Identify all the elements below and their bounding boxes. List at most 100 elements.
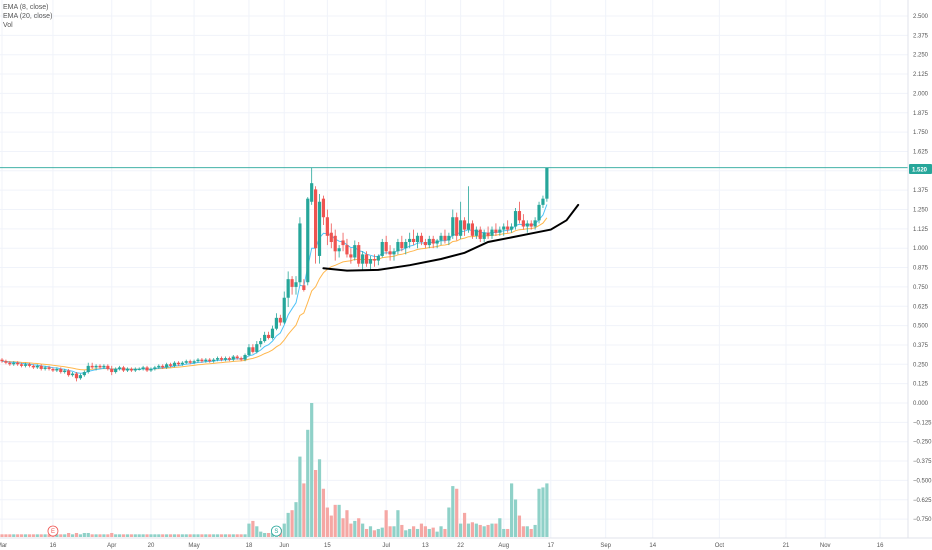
legend-vol[interactable]: Vol xyxy=(3,22,13,29)
candle-body xyxy=(455,217,459,236)
candle-body xyxy=(106,365,110,369)
volume-bar xyxy=(298,456,302,537)
legend-ema8[interactable]: EMA (8, close) xyxy=(3,4,49,11)
volume-bar xyxy=(266,532,271,537)
price-tick-label: 1.125 xyxy=(913,227,929,233)
price-tick-label: 0.500 xyxy=(913,324,929,330)
volume-bar xyxy=(27,534,32,537)
volume-bar xyxy=(427,528,431,537)
candle-body xyxy=(219,358,224,360)
candle-body xyxy=(435,240,439,244)
volume-bar xyxy=(223,534,228,537)
candle-body xyxy=(102,365,106,368)
volume-bar xyxy=(368,526,373,537)
volume-bar xyxy=(506,528,510,537)
candle-body xyxy=(266,334,271,338)
candle-body xyxy=(486,232,490,236)
volume-bar xyxy=(302,483,306,537)
volume-bar xyxy=(63,534,67,537)
candle-body xyxy=(20,364,24,366)
candle-body xyxy=(408,238,412,243)
candle-body xyxy=(137,368,141,370)
volume-bar xyxy=(439,526,443,537)
price-tick-label: 2.500 xyxy=(913,14,929,20)
volume-bar xyxy=(423,526,427,537)
time-axis[interactable]: Mar 16 Apr 20 May 18 Jun 15 Jul 13 22 Aug 17 Sep 14 Oct… xyxy=(0,543,884,549)
volume-bar xyxy=(168,534,173,537)
volume-bar xyxy=(20,534,24,537)
last-price-badge: 1.520 xyxy=(909,164,932,174)
volume-bar xyxy=(200,534,204,537)
legend-ema20[interactable]: EMA (20, close) xyxy=(3,13,53,20)
candle-body xyxy=(400,242,404,249)
time-tick-label: 20 xyxy=(148,543,155,549)
candle-body xyxy=(51,368,55,371)
candle-body xyxy=(506,226,510,230)
volume-bar xyxy=(192,534,196,537)
candle-body xyxy=(208,359,212,362)
volume-bar xyxy=(188,534,192,537)
volume-bar xyxy=(78,534,82,537)
price-tick-label: −0.375 xyxy=(913,459,932,465)
volume-bar xyxy=(12,534,16,537)
time-tick-label: Jun xyxy=(279,543,289,549)
price-tick-label: 2.250 xyxy=(913,53,929,59)
candle-body xyxy=(35,365,39,368)
time-tick-label: Apr xyxy=(107,543,116,549)
volume-bar xyxy=(404,530,408,537)
candle-body xyxy=(384,242,388,252)
volume-bar xyxy=(286,512,290,537)
volume-bar xyxy=(259,531,263,537)
price-axis[interactable]: 2.500 2.375 2.250 2.125 2.000 1.875 1.750 1.625… xyxy=(913,14,932,523)
volume-bar xyxy=(396,510,400,537)
candle-body xyxy=(533,220,537,227)
volume-bar xyxy=(263,532,267,537)
candle-body xyxy=(82,372,86,376)
candle-body xyxy=(251,347,255,352)
time-tick-label: 21 xyxy=(783,543,790,549)
volume-bar xyxy=(23,534,28,537)
candle-body xyxy=(161,365,165,368)
price-tick-label: 0.750 xyxy=(913,285,929,291)
price-tick-label: 0.875 xyxy=(913,266,929,272)
price-tick-label: −0.750 xyxy=(913,517,932,523)
volume-bar xyxy=(455,488,459,537)
volume-bar xyxy=(541,487,545,537)
candle-body xyxy=(200,359,204,362)
volume-bar xyxy=(466,523,471,537)
volume-bar xyxy=(310,403,314,537)
event-marker-circle[interactable] xyxy=(47,525,59,537)
volume-bar xyxy=(419,523,424,537)
candle-body xyxy=(23,364,28,366)
candle-body xyxy=(98,365,102,368)
volume-bar xyxy=(517,515,522,537)
candle-body xyxy=(412,238,416,243)
volume-bar xyxy=(161,534,165,537)
candle-body xyxy=(329,232,333,243)
price-tick-label: −0.500 xyxy=(913,478,932,484)
price-tick-label: 0.375 xyxy=(913,343,929,349)
volume-bar xyxy=(462,512,467,537)
candle-body xyxy=(121,367,126,371)
volume-bar xyxy=(341,518,345,537)
candle-body xyxy=(74,373,79,379)
time-tick-label: 14 xyxy=(649,543,656,549)
candle-body xyxy=(392,251,396,255)
candle-body xyxy=(513,211,518,227)
candle-body xyxy=(294,282,298,287)
volume-bar xyxy=(486,524,490,537)
candle-body xyxy=(153,367,157,369)
candles xyxy=(0,167,549,382)
volume-bar xyxy=(74,532,79,537)
volume-bar xyxy=(349,523,353,537)
volume-bar xyxy=(172,534,177,537)
volume-bar xyxy=(380,527,384,537)
candle-body xyxy=(255,344,259,352)
event-marker-circle[interactable] xyxy=(270,525,282,537)
volume-bar xyxy=(317,459,322,537)
volume-bar xyxy=(125,534,130,537)
candle-body xyxy=(321,198,326,218)
candle-body xyxy=(47,367,51,369)
candle-body xyxy=(443,235,447,241)
volume-bar xyxy=(282,523,286,537)
